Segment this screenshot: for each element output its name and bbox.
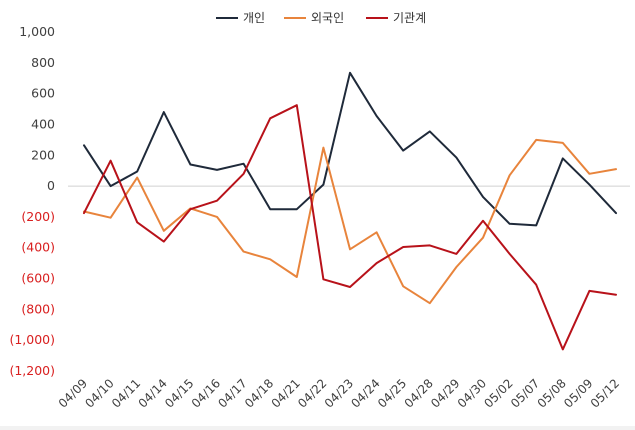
y-tick-label: 600 (31, 86, 55, 101)
series-line-3 (83, 104, 617, 351)
legend-label: 외국인 (311, 11, 344, 25)
legend-label: 기관계 (393, 11, 426, 25)
y-tick-label: 1,000 (19, 24, 55, 39)
y-tick-label: (800) (21, 301, 55, 316)
series-line-2 (83, 138, 617, 305)
y-tick-label: 0 (47, 178, 55, 193)
series-line-1 (83, 71, 617, 227)
y-tick-label: (1,200) (9, 363, 55, 378)
legend-label: 개인 (243, 11, 265, 25)
y-tick-label: 200 (31, 147, 55, 162)
y-tick-label: (600) (21, 271, 55, 286)
y-tick-label: (200) (21, 209, 55, 224)
y-tick-label: 400 (31, 116, 55, 131)
y-tick-label: (400) (21, 240, 55, 255)
y-tick-label: (1,000) (9, 332, 55, 347)
y-tick-label: 800 (31, 55, 55, 70)
